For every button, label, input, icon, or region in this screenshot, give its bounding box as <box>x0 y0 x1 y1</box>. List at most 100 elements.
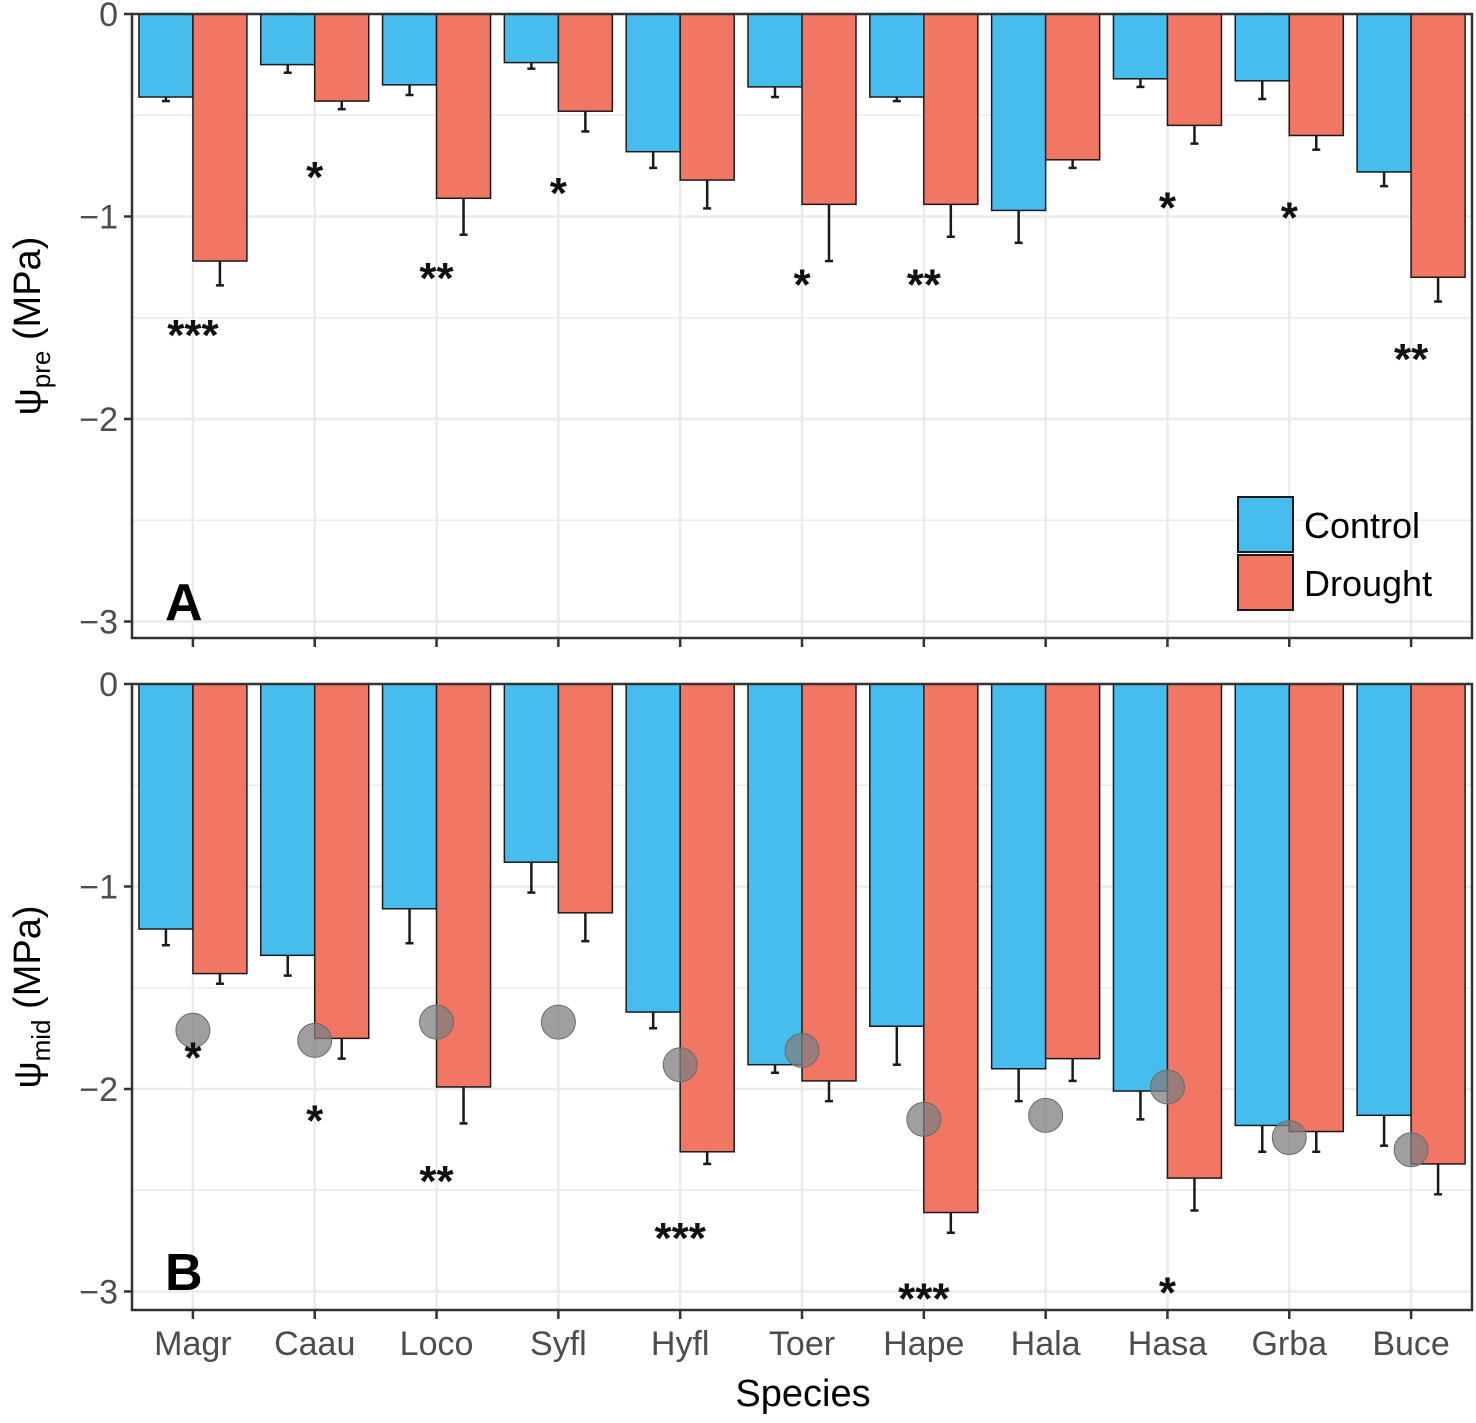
y-tick-label: −3 <box>79 1274 118 1312</box>
x-tick-label-buce: Buce <box>1372 1325 1450 1363</box>
bar-drought-hape <box>923 14 979 206</box>
bar-control-hyfl <box>625 684 681 1013</box>
significance-caau: * <box>306 1096 324 1145</box>
bar-control-hala <box>990 684 1047 1070</box>
y-axis-title-a: ψpre (MPa) <box>7 237 56 416</box>
bar-control-grba <box>1234 684 1291 1127</box>
bar-drought-syfl <box>557 684 614 914</box>
bar-control-hasa <box>1112 14 1169 80</box>
bar-drought-hyfl <box>679 684 735 1153</box>
legend-label-control: Control <box>1304 505 1420 546</box>
plot-area-a <box>132 14 1472 638</box>
bar-control-magr <box>138 684 194 930</box>
bar-control-caau <box>259 14 316 66</box>
x-tick-label-caau: Caau <box>274 1325 355 1363</box>
x-tick-label-hala: Hala <box>1011 1325 1081 1363</box>
point-hyfl <box>662 1047 698 1083</box>
bar-drought-buce <box>1410 14 1466 278</box>
bar-drought-magr <box>192 684 248 975</box>
bar-drought-hasa <box>1166 14 1223 127</box>
point-syfl <box>540 1004 576 1040</box>
point-buce <box>1393 1132 1429 1168</box>
bar-drought-hala <box>1044 684 1101 1060</box>
bar-control-hala <box>990 14 1047 212</box>
point-toer <box>784 1033 820 1069</box>
bar-drought-magr <box>192 14 248 262</box>
bar-control-loco <box>381 14 438 86</box>
bar-drought-toer <box>801 14 857 206</box>
bar-control-hyfl <box>625 14 681 153</box>
significance-loco: ** <box>419 254 454 303</box>
x-tick-label-hasa: Hasa <box>1128 1325 1207 1363</box>
legend-label-drought: Drought <box>1304 563 1432 604</box>
bar-control-hape <box>869 14 925 98</box>
significance-toer: * <box>793 260 811 309</box>
point-grba <box>1271 1120 1307 1156</box>
bar-control-syfl <box>503 684 560 863</box>
bar-drought-buce <box>1410 684 1466 1165</box>
bar-drought-hyfl <box>679 14 735 181</box>
bar-drought-hasa <box>1166 684 1223 1179</box>
bar-control-magr <box>138 14 194 98</box>
bar-drought-grba <box>1288 14 1345 137</box>
significance-magr: * <box>184 1034 202 1083</box>
bar-drought-hala <box>1044 14 1101 161</box>
significance-loco: ** <box>419 1157 454 1206</box>
bar-control-loco <box>381 684 438 910</box>
panel-letter-a: A <box>165 574 203 632</box>
x-tick-label-grba: Grba <box>1251 1325 1327 1363</box>
bar-drought-caau <box>313 684 370 1040</box>
x-tick-label-hape: Hape <box>883 1325 964 1363</box>
bar-control-caau <box>259 684 316 957</box>
bar-control-toer <box>747 684 803 1066</box>
point-hala <box>1028 1097 1064 1133</box>
bar-control-buce <box>1356 14 1412 173</box>
bar-control-toer <box>747 14 803 88</box>
x-tick-label-magr: Magr <box>154 1325 231 1363</box>
significance-buce: ** <box>1394 335 1429 384</box>
point-hasa <box>1149 1069 1185 1105</box>
bar-drought-toer <box>801 684 857 1082</box>
y-tick-label: −2 <box>79 401 118 439</box>
x-tick-label-toer: Toer <box>769 1325 835 1363</box>
panel-letter-b: B <box>165 1244 203 1302</box>
x-tick-label-loco: Loco <box>400 1325 474 1363</box>
plot-area-b <box>132 684 1472 1310</box>
point-loco <box>419 1004 455 1040</box>
point-hape <box>906 1101 942 1137</box>
bar-control-hape <box>869 684 925 1027</box>
legend-key-drought <box>1237 554 1294 611</box>
bar-control-syfl <box>503 14 560 64</box>
bar-control-buce <box>1356 684 1412 1117</box>
x-tick-label-syfl: Syfl <box>530 1325 587 1363</box>
y-axis-title-b: ψmid (MPa) <box>7 906 56 1089</box>
significance-hyfl: *** <box>654 1214 706 1263</box>
legend-key-control <box>1237 496 1294 553</box>
bar-drought-loco <box>435 14 492 200</box>
significance-hasa: * <box>1159 1268 1177 1317</box>
y-tick-label: 0 <box>99 0 118 34</box>
y-tick-label: −2 <box>79 1071 118 1109</box>
significance-grba: * <box>1281 193 1299 242</box>
bar-control-hasa <box>1112 684 1169 1092</box>
significance-syfl: * <box>550 169 568 218</box>
bar-drought-caau <box>313 14 370 102</box>
point-caau <box>297 1022 333 1058</box>
x-axis-title: Species <box>735 1373 870 1415</box>
x-tick-label-hyfl: Hyfl <box>651 1325 710 1363</box>
y-tick-label: 0 <box>99 666 118 704</box>
y-tick-label: −3 <box>79 604 118 642</box>
bar-control-grba <box>1234 14 1291 82</box>
significance-hasa: * <box>1159 183 1177 232</box>
y-tick-label: −1 <box>79 869 118 907</box>
bar-drought-syfl <box>557 14 614 112</box>
significance-caau: * <box>306 153 324 202</box>
bar-drought-grba <box>1288 684 1345 1133</box>
significance-magr: *** <box>167 311 219 360</box>
y-tick-label: −1 <box>79 199 118 237</box>
significance-hape: ** <box>907 260 942 309</box>
